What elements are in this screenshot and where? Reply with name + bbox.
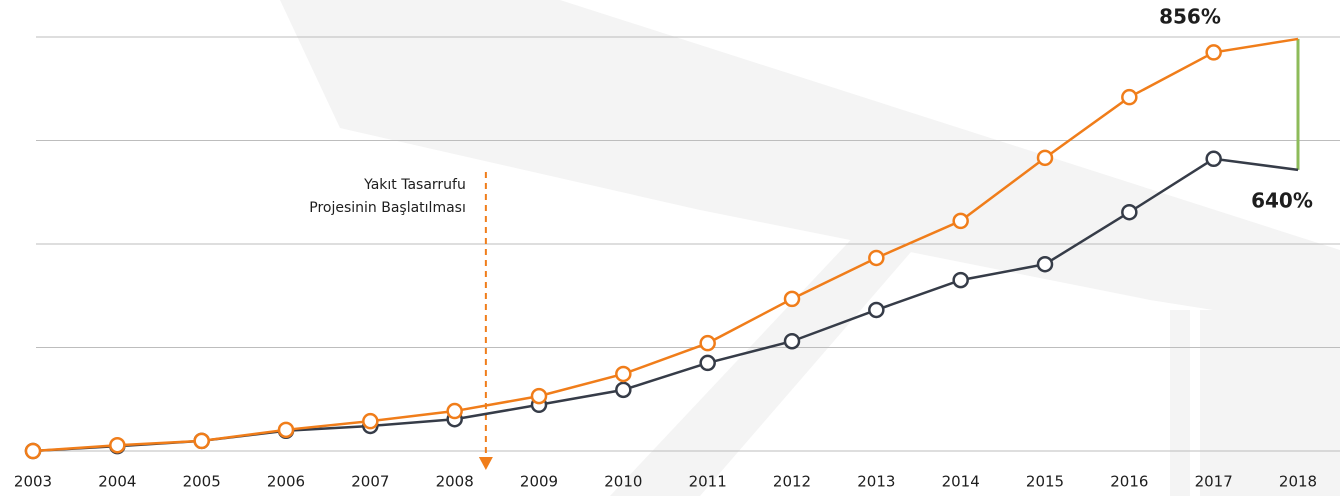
point bbox=[868, 301, 885, 319]
annotation: Projesinin Başlatılması bbox=[309, 200, 466, 216]
x-tick-label: 2015 bbox=[1026, 473, 1064, 491]
x-tick-label: 2005 bbox=[183, 473, 221, 491]
x-tick-label: 2018 bbox=[1279, 473, 1317, 491]
point bbox=[1036, 149, 1054, 167]
point bbox=[952, 271, 969, 289]
point bbox=[446, 402, 463, 420]
point bbox=[24, 442, 42, 460]
x-tick-label: 2013 bbox=[857, 473, 895, 491]
x-tick-label: 2004 bbox=[98, 473, 136, 491]
point bbox=[615, 381, 632, 399]
point bbox=[193, 432, 210, 450]
point bbox=[530, 387, 548, 405]
x-tick-label: 2006 bbox=[267, 473, 305, 491]
point bbox=[362, 412, 379, 430]
x-tick-label: 2008 bbox=[436, 473, 474, 491]
point bbox=[1036, 255, 1054, 273]
x-tick-label: 2014 bbox=[942, 473, 980, 491]
x-tick-label: 2012 bbox=[773, 473, 811, 491]
x-tick-label: 2010 bbox=[604, 473, 642, 491]
point bbox=[1205, 150, 1222, 168]
x-tick-label: 2009 bbox=[520, 473, 558, 491]
point bbox=[277, 421, 295, 439]
x-tick-label: 2003 bbox=[14, 473, 52, 491]
point bbox=[868, 249, 885, 267]
point bbox=[783, 290, 801, 308]
x-tick-label: 2007 bbox=[351, 473, 389, 491]
point bbox=[952, 212, 969, 230]
point bbox=[783, 332, 801, 350]
annotation: 856% bbox=[1159, 5, 1221, 29]
arrow-head bbox=[478, 457, 493, 470]
annotation: Yakıt Tasarrufu bbox=[363, 177, 466, 193]
annotation: 640% bbox=[1251, 189, 1313, 213]
point bbox=[1121, 203, 1138, 221]
point bbox=[699, 334, 716, 352]
point bbox=[1205, 44, 1222, 61]
x-tick-label: 2016 bbox=[1110, 473, 1148, 491]
point bbox=[109, 436, 126, 454]
x-tick-label: 2017 bbox=[1195, 473, 1233, 491]
point bbox=[615, 365, 632, 383]
series-line bbox=[32, 37, 1299, 453]
point bbox=[699, 354, 716, 372]
x-tick-label: 2011 bbox=[689, 473, 727, 491]
watermark bbox=[280, 0, 1340, 496]
point bbox=[1121, 88, 1138, 106]
